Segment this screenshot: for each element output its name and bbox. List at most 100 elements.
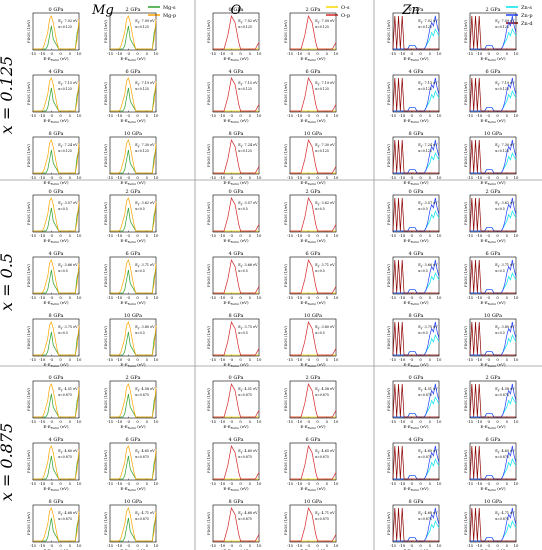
series-line-Mg-p (33, 139, 80, 174)
series-line-Mg-p (110, 507, 157, 542)
x-tick-label: -15 (467, 543, 474, 548)
panel-x-axis-label: E-EFermi (eV) (120, 548, 146, 550)
panel-pressure-label: 10 GPa (304, 499, 322, 505)
series-line-O-p (213, 76, 260, 112)
panel-x-axis-label: E-EFermi (eV) (480, 180, 506, 186)
pdos-panel-Zn-1: 2 GPa PDOS (1/eV) -15 -10 -5 0 5 10 E-EFermi (eV… (464, 375, 519, 430)
x-axis-label-unit: (eV) (496, 300, 506, 305)
x-tick-label: -5 (230, 295, 234, 300)
panel-y-axis-label: PDOS (1/eV) (464, 143, 468, 166)
x-tick-label: -10 (296, 175, 303, 180)
x-tick-label: 10 (437, 419, 442, 424)
x-tick-label: 10 (77, 175, 82, 180)
panel-frame (32, 504, 80, 543)
x-axis-label-sub: Fermi (411, 488, 419, 492)
x-tick-label: 5 (249, 113, 252, 118)
x-axis-label-sub: Fermi (411, 120, 419, 124)
x-tick-label: -15 (287, 175, 294, 180)
panel-pressure-label: 0 GPa (229, 375, 244, 381)
x-tick-label: -5 (50, 295, 54, 300)
x-tick-label: 0 (496, 543, 499, 548)
x-tick-label: -10 (399, 51, 406, 56)
panel-frame (289, 318, 337, 357)
x-axis-label-main: E-E (120, 548, 127, 550)
panel-pressure-label: 2 GPa (486, 189, 501, 195)
eg-value: : 4.71 eV (319, 511, 335, 515)
x-tick-label: 0 (419, 481, 422, 486)
x-tick-label: -10 (296, 481, 303, 486)
x-axis-label-unit: (eV) (136, 56, 146, 61)
composition-label: x=0.875 (495, 517, 509, 521)
panel-frame (109, 256, 157, 295)
pdos-panel-O-0: 0 GPa PDOS (1/eV) -15 -10 -5 0 5 10 E-EFermi (eV… (207, 7, 262, 62)
panel-y-axis-label: PDOS (1/eV) (104, 263, 108, 286)
eg-prefix: E (238, 143, 241, 147)
composition-label: x=0.5 (238, 207, 248, 211)
x-tick-label: -5 (50, 357, 54, 362)
x-tick-label: 0 (239, 113, 242, 118)
x-tick-label: -10 (219, 543, 226, 548)
composition-label: x=0.125 (418, 149, 432, 153)
x-tick-label: -5 (487, 175, 491, 180)
x-axis-label-main: E-E (300, 548, 307, 550)
panel-x-axis-label: E-EFermi (eV) (43, 548, 69, 550)
eg-prefix: E (418, 263, 421, 267)
legend-label-Zn-d: Zn-d (521, 21, 533, 27)
x-tick-label: -10 (219, 295, 226, 300)
composition-label: x=0.875 (58, 393, 72, 397)
pdos-panel-Mg-1: 2 GPa PDOS (1/eV) -15 -10 -5 0 5 10 E-EFermi (eV… (104, 189, 159, 244)
eg-prefix: E (135, 81, 138, 85)
eg-sub: g (241, 513, 243, 516)
x-tick-label: -5 (50, 175, 54, 180)
x-tick-label: 0 (316, 113, 319, 118)
eg-sub: g (61, 513, 63, 516)
x-axis-label-unit: (eV) (496, 548, 506, 550)
composition-label: x=0.875 (315, 455, 329, 459)
panel-y-axis-label: PDOS (1/eV) (207, 81, 211, 104)
panel-y-axis-label: PDOS (1/eV) (284, 325, 288, 348)
panel-x-axis-label: E-EFermi (eV) (223, 362, 249, 368)
x-axis-label-unit: (eV) (136, 300, 146, 305)
x-axis-label-sub: Fermi (51, 426, 59, 430)
x-axis-label-sub: Fermi (231, 240, 239, 244)
x-tick-label: 10 (437, 233, 442, 238)
x-axis-label-unit: (eV) (496, 118, 506, 123)
panel-x-axis-label: E-EFermi (eV) (120, 56, 146, 62)
x-tick-label: 5 (249, 481, 252, 486)
x-axis-label-sub: Fermi (488, 120, 496, 124)
x-tick-label: -10 (296, 51, 303, 56)
x-axis-label-main: E-E (223, 548, 230, 550)
x-axis-label-main: E-E (300, 56, 307, 61)
x-tick-label: 10 (334, 543, 339, 548)
column-header-Zn: Zn (401, 3, 419, 18)
x-axis-label-main: E-E (120, 300, 127, 305)
pdos-panel-Mg-3: 6 GPa PDOS (1/eV) -15 -10 -5 0 5 10 E-EFermi (eV… (104, 437, 159, 492)
eg-value: : 3.71 eV (319, 263, 335, 267)
x-axis-label-unit: (eV) (496, 238, 506, 243)
x-axis-label-unit: (eV) (59, 486, 69, 491)
x-axis-label-main: E-E (223, 362, 230, 367)
x-tick-label: -5 (230, 419, 234, 424)
x-tick-label: 0 (496, 357, 499, 362)
x-axis-label-unit: (eV) (316, 300, 326, 305)
x-tick-label: 0 (239, 419, 242, 424)
x-axis-label-unit: (eV) (59, 118, 69, 123)
eg-value: : 3.57 eV (62, 201, 78, 205)
x-axis-label-unit: (eV) (59, 548, 69, 550)
panel-pressure-label: 2 GPa (126, 375, 141, 381)
x-tick-label: -15 (390, 419, 397, 424)
pdos-panel-Mg-2: 4 GPa PDOS (1/eV) -15 -10 -5 0 5 10 E-EFermi (eV… (27, 437, 82, 492)
x-axis-label-main: E-E (120, 118, 127, 123)
x-axis-label-main: E-E (480, 424, 487, 429)
composition-label: x=0.125 (315, 87, 329, 91)
x-tick-label: 10 (154, 175, 159, 180)
x-tick-label: -5 (410, 481, 414, 486)
x-axis-label-main: E-E (300, 424, 307, 429)
x-tick-label: -5 (487, 543, 491, 548)
x-tick-label: -10 (219, 51, 226, 56)
x-tick-label: -15 (107, 51, 114, 56)
panel-frame (32, 256, 80, 295)
panel-y-axis-label: PDOS (1/eV) (27, 511, 31, 534)
composition-label: x=0.875 (58, 517, 72, 521)
panel-pressure-label: 2 GPa (126, 7, 141, 13)
